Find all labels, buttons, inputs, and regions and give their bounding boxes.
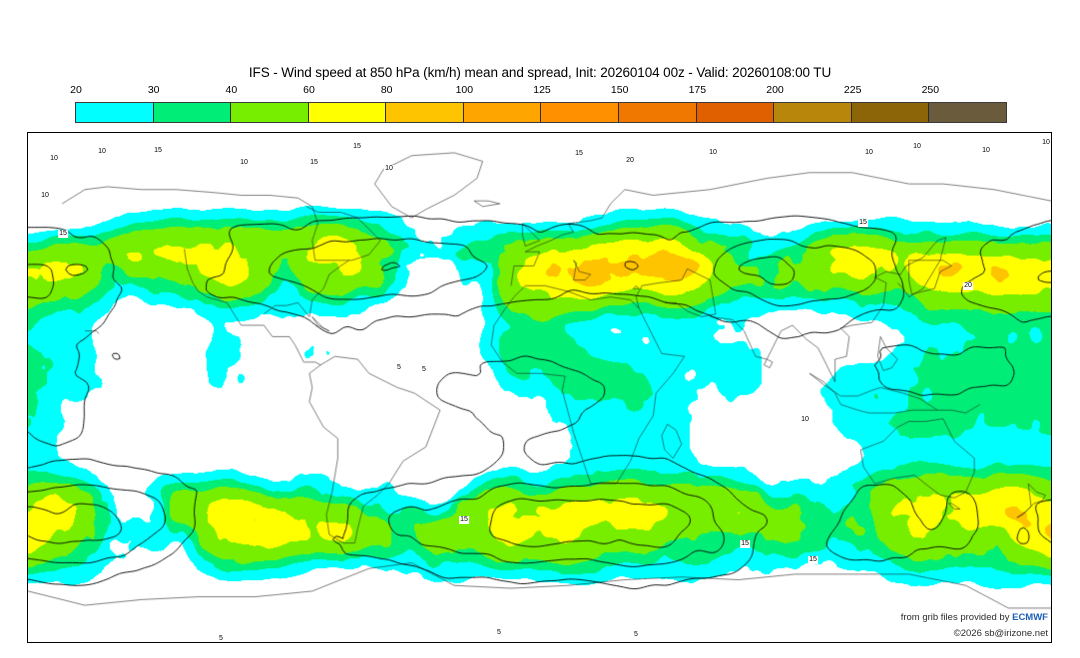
colorbar-band-250 bbox=[929, 103, 1006, 122]
colorbar-tick-100: 100 bbox=[455, 84, 474, 96]
colorbar-band-150 bbox=[619, 103, 697, 122]
colorbar-band-20 bbox=[76, 103, 154, 122]
colorbar-band-225 bbox=[851, 103, 930, 122]
colorbar-tick-20: 20 bbox=[70, 84, 82, 96]
colorbar-band-60 bbox=[308, 103, 387, 122]
colorbar-band-100 bbox=[463, 103, 542, 122]
colorbar-band-200 bbox=[774, 103, 852, 122]
colorbar-tick-125: 125 bbox=[533, 84, 551, 96]
credit-copyright: ©2026 sb@irizone.net bbox=[953, 628, 1048, 639]
colorbar-tick-200: 200 bbox=[766, 84, 784, 96]
colorbar-gradient bbox=[75, 102, 1007, 123]
map-field-canvas[interactable] bbox=[28, 133, 1051, 642]
colorbar-tick-250: 250 bbox=[921, 84, 940, 96]
colorbar-band-40 bbox=[231, 103, 309, 122]
colorbar-tick-175: 175 bbox=[688, 84, 707, 96]
colorbar-band-30 bbox=[153, 103, 232, 122]
colorbar-tick-150: 150 bbox=[610, 84, 629, 96]
ecmwf-label: ECMWF bbox=[1012, 612, 1048, 623]
colorbar-tick-60: 60 bbox=[303, 84, 315, 96]
colorbar-band-125 bbox=[541, 103, 620, 122]
colorbar-band-80 bbox=[386, 103, 464, 122]
colorbar-legend: 20 30 40 60 80 100 125 150 175 200 225 250 bbox=[70, 84, 1007, 124]
colorbar-band-175 bbox=[696, 103, 775, 122]
colorbar-tick-30: 30 bbox=[147, 84, 160, 96]
map-frame[interactable]: 10 10 15 10 15 10 15 15 20 10 10 10 10 10 10 15 15 20 5 5 10… bbox=[27, 132, 1052, 643]
colorbar-tick-80: 80 bbox=[380, 84, 393, 96]
page-title: IFS - Wind speed at 850 hPa (km/h) mean … bbox=[248, 65, 832, 80]
credit-source-text: from grib files provided by bbox=[900, 612, 1013, 623]
colorbar-tick-labels: 20 30 40 60 80 100 125 150 175 200 225 250 bbox=[70, 84, 1007, 100]
colorbar-tick-40: 40 bbox=[225, 84, 238, 96]
colorbar-tick-225: 225 bbox=[843, 84, 862, 96]
credit-source: from grib files provided by ECMWF bbox=[901, 612, 1048, 623]
